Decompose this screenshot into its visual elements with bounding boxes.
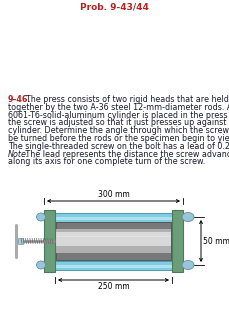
Text: The single-threaded screw on the bolt has a lead of 0.25 mm.: The single-threaded screw on the bolt ha… — [8, 142, 229, 151]
Text: The lead represents the distance the screw advances: The lead represents the distance the scr… — [23, 150, 229, 159]
Text: Prob. 9-43/44: Prob. 9-43/44 — [79, 3, 148, 12]
Bar — [56, 222, 171, 260]
Ellipse shape — [182, 261, 194, 269]
Text: 300 mm: 300 mm — [98, 190, 129, 199]
Text: The press consists of two rigid heads that are held: The press consists of two rigid heads th… — [21, 95, 229, 104]
Bar — [56, 229, 171, 253]
Bar — [55, 217, 172, 220]
Text: 9–46.: 9–46. — [8, 95, 32, 104]
Text: Note:: Note: — [8, 150, 30, 159]
Text: the screw is adjusted so that it just presses up against the: the screw is adjusted so that it just pr… — [8, 118, 229, 127]
Ellipse shape — [36, 213, 46, 221]
Bar — [18, 238, 23, 244]
Text: 6061-T6-solid-aluminum cylinder is placed in the press and: 6061-T6-solid-aluminum cylinder is place… — [8, 111, 229, 120]
Bar — [56, 232, 171, 237]
Bar — [172, 210, 183, 272]
Bar — [56, 236, 171, 246]
Text: 50 mm: 50 mm — [203, 237, 229, 245]
Text: together by the two A-36 steel 12-mm-diameter rods. A: together by the two A-36 steel 12-mm-dia… — [8, 103, 229, 112]
Text: be turned before the rods or the specimen begin to yield.: be turned before the rods or the specime… — [8, 134, 229, 143]
Bar — [55, 265, 172, 268]
Bar — [44, 210, 55, 272]
Text: along its axis for one complete turn of the screw.: along its axis for one complete turn of … — [8, 157, 205, 166]
Ellipse shape — [182, 213, 194, 221]
Text: 250 mm: 250 mm — [98, 282, 129, 291]
Ellipse shape — [36, 261, 46, 269]
Bar — [55, 261, 172, 269]
Text: cylinder. Determine the angle through which the screw can: cylinder. Determine the angle through wh… — [8, 126, 229, 135]
Bar — [55, 213, 172, 221]
